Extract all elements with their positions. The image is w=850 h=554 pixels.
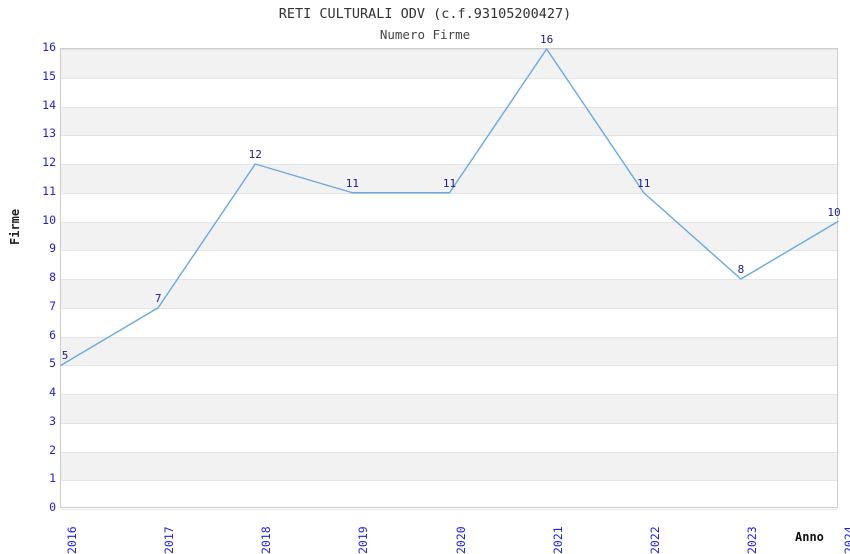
gridline [61,49,837,50]
gridline [61,193,837,194]
data-point-label: 12 [248,148,262,161]
series-line-numero-firme [60,48,839,366]
y-tick-label: 8 [49,270,56,284]
gridline [61,394,837,395]
gridline [61,250,837,251]
background-band [61,221,837,251]
y-tick-label: 3 [49,413,56,428]
y-tick-label: 14 [42,97,56,112]
series-line-layer [60,48,839,366]
y-tick-label: 10 [42,212,56,227]
y-tick-label: 15 [42,68,56,83]
gridline [61,164,837,165]
data-point-label: 11 [345,176,359,190]
y-tick-label: 13 [42,126,56,141]
gridline [61,135,837,136]
y-tick-label: 2 [49,442,56,457]
plot-area: 5 7 12 11 11 16 11 8 10 [60,33,841,510]
gridline [61,480,837,481]
background-band [61,451,837,481]
y-tick-label: 12 [42,155,56,169]
x-axis-title: Anno [795,530,824,544]
y-tick-label: 6 [49,327,56,342]
y-tick-label: 9 [49,241,56,256]
data-point-label: 7 [154,291,162,305]
y-tick-label: 5 [49,356,56,371]
background-band [61,106,837,136]
gridline [61,423,837,424]
gridline [61,509,837,510]
background-band [61,394,837,423]
gridline [61,337,837,338]
data-point-label: 10 [827,205,841,219]
gridline [61,78,837,79]
data-point-label: 8 [737,263,745,276]
y-tick-label: 0 [49,500,56,514]
y-tick-label: 4 [49,385,56,399]
y-axis-tick-labels: 0 1 2 3 4 5 6 7 8 9 10 11 12 13 14 15 16 [0,0,56,550]
background-band [61,279,837,308]
gridline [61,107,837,108]
chart-subtitle: Numero Firme [379,27,471,42]
gridline [61,452,837,453]
y-tick-label: 11 [42,183,56,198]
background-band [61,336,837,366]
gridline [61,279,837,280]
chart-title: RETI CULTURALI ODV (c.f.93105200427) [278,6,572,22]
gridline [61,365,837,366]
background-band [61,49,837,78]
gridline [61,308,837,309]
y-tick-label: 1 [49,471,56,486]
y-tick-label: 16 [42,40,56,54]
data-point-label: 5 [61,349,69,363]
y-tick-label: 7 [49,298,56,313]
data-point-label: 11 [637,176,651,190]
data-point-label: 11 [442,176,457,190]
data-point-label: 16 [540,33,554,46]
background-band [61,164,837,193]
gridline [61,222,837,223]
